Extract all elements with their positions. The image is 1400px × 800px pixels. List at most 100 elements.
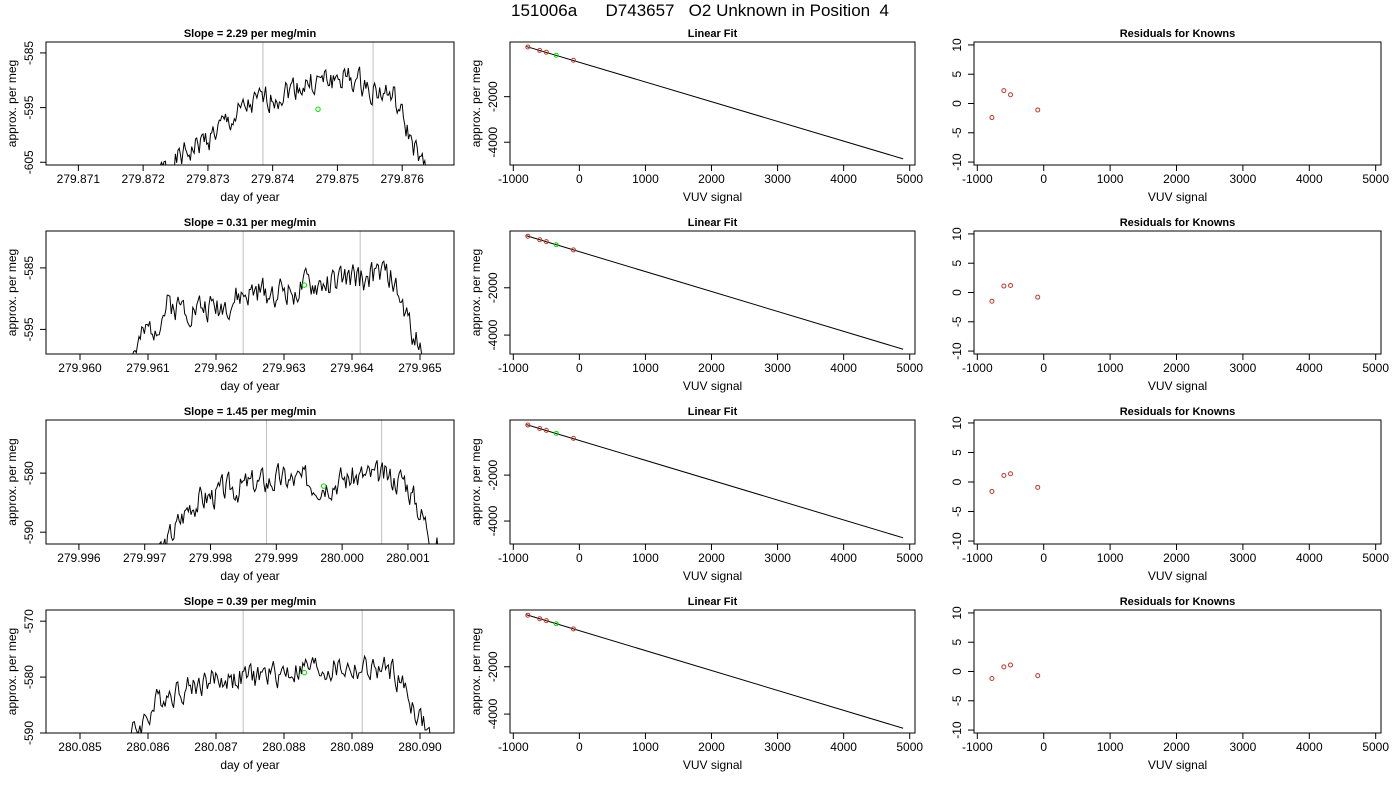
x-tick-label: 3000 <box>1230 740 1257 754</box>
panel-frame <box>509 419 916 545</box>
x-tick-label: 0 <box>576 172 583 186</box>
known-point <box>525 44 531 50</box>
x-axis-label: VUV signal <box>683 190 742 204</box>
x-axis-label: VUV signal <box>683 379 742 393</box>
x-axis-label: day of year <box>220 758 279 772</box>
x-tick-label: 4000 <box>830 551 857 565</box>
signal-trace <box>159 460 439 544</box>
y-tick-label: -5 <box>950 127 964 138</box>
known-point <box>537 425 543 431</box>
y-tick-label: -585 <box>22 256 36 280</box>
x-axis-label: day of year <box>220 569 279 583</box>
x-tick-label: 280.088 <box>262 740 306 754</box>
x-tick-label: 280.086 <box>126 740 170 754</box>
y-axis-label: approx. per meg <box>469 438 483 525</box>
panel-title: Residuals for Knowns <box>1120 406 1236 418</box>
x-tick-label: 0 <box>576 361 583 375</box>
x-axis-label: day of year <box>220 190 279 204</box>
x-tick-label: 4000 <box>830 361 857 375</box>
x-tick-label: 5000 <box>896 551 923 565</box>
residual-point <box>989 676 995 682</box>
residual-point <box>1035 484 1041 490</box>
x-tick-label: 279.876 <box>380 172 424 186</box>
y-tick-label: 0 <box>950 668 964 675</box>
panel-title: Slope = 2.29 per meg/min <box>184 28 317 40</box>
y-tick-label: -10 <box>950 153 964 171</box>
known-point <box>543 49 549 55</box>
y-tick-label: 5 <box>950 260 964 267</box>
x-tick-label: 279.875 <box>316 172 360 186</box>
x-tick-label: 5000 <box>896 740 923 754</box>
x-tick-label: 0 <box>576 551 583 565</box>
x-tick-label: 279.874 <box>251 172 295 186</box>
x-axis-label: day of year <box>220 379 279 393</box>
x-tick-label: 0 <box>1040 361 1047 375</box>
residual-point <box>1001 88 1007 94</box>
panel-frame <box>973 230 1382 355</box>
x-tick-label: -1000 <box>962 551 993 565</box>
y-tick-label: -585 <box>22 41 36 65</box>
panel-frame <box>509 41 916 166</box>
panel-title: Linear Fit <box>688 217 738 229</box>
x-tick-label: 280.090 <box>398 740 442 754</box>
x-tick-label: 279.962 <box>194 361 238 375</box>
residual-point <box>1035 673 1041 679</box>
y-tick-label: 0 <box>950 289 964 296</box>
x-tick-label: 3000 <box>1230 172 1257 186</box>
x-axis-label: VUV signal <box>1148 190 1207 204</box>
x-tick-label: 3000 <box>1230 551 1257 565</box>
known-point <box>537 237 543 243</box>
x-tick-label: 1000 <box>1097 740 1124 754</box>
x-tick-label: 280.001 <box>386 551 430 565</box>
panel-title: Linear Fit <box>688 596 738 608</box>
fit-line <box>526 424 904 539</box>
y-tick-label: -570 <box>22 609 36 633</box>
x-tick-label: 279.960 <box>58 361 102 375</box>
y-tick-label: -595 <box>22 317 36 341</box>
y-axis-label: approx. per meg <box>5 438 19 525</box>
y-tick-label: 5 <box>950 449 964 456</box>
x-tick-label: 280.089 <box>330 740 374 754</box>
panel-frame <box>45 609 455 734</box>
panel-frame <box>509 230 916 355</box>
y-tick-label: -4000 <box>486 319 500 350</box>
x-tick-label: 280.085 <box>58 740 102 754</box>
known-point <box>570 626 576 632</box>
residual-point <box>1035 107 1041 113</box>
y-tick-label: -5 <box>950 506 964 517</box>
y-tick-label: 0 <box>950 100 964 107</box>
residual-point <box>1001 664 1007 670</box>
known-point <box>525 422 531 428</box>
y-tick-label: -580 <box>22 461 36 485</box>
x-tick-label: 4000 <box>830 740 857 754</box>
y-tick-label: -2000 <box>486 651 500 682</box>
known-point <box>543 427 549 433</box>
panel-title: Residuals for Knowns <box>1120 596 1236 608</box>
x-tick-label: 3000 <box>764 172 791 186</box>
x-tick-label: 5000 <box>1362 551 1389 565</box>
x-tick-label: 2000 <box>1163 740 1190 754</box>
panel-frame <box>973 609 1382 734</box>
unknown-point <box>315 106 321 112</box>
fit-line <box>526 46 904 160</box>
unknown-point <box>553 242 559 248</box>
x-tick-label: -1000 <box>498 551 529 565</box>
y-tick-label: -605 <box>22 150 36 174</box>
x-tick-label: -1000 <box>498 361 529 375</box>
x-tick-label: 279.871 <box>57 172 101 186</box>
x-tick-label: 2000 <box>1163 551 1190 565</box>
y-tick-label: -2000 <box>486 81 500 112</box>
x-tick-label: -1000 <box>498 740 529 754</box>
residual-point <box>1008 92 1014 98</box>
x-tick-label: 4000 <box>1296 551 1323 565</box>
x-tick-label: 1000 <box>632 740 659 754</box>
x-tick-label: 4000 <box>1296 361 1323 375</box>
x-tick-label: 0 <box>576 740 583 754</box>
residual-point <box>1008 282 1014 288</box>
unknown-point <box>301 669 308 676</box>
signal-trace <box>130 654 431 733</box>
x-tick-label: 2000 <box>698 361 725 375</box>
x-tick-label: 5000 <box>1362 172 1389 186</box>
residual-point <box>1008 471 1014 477</box>
